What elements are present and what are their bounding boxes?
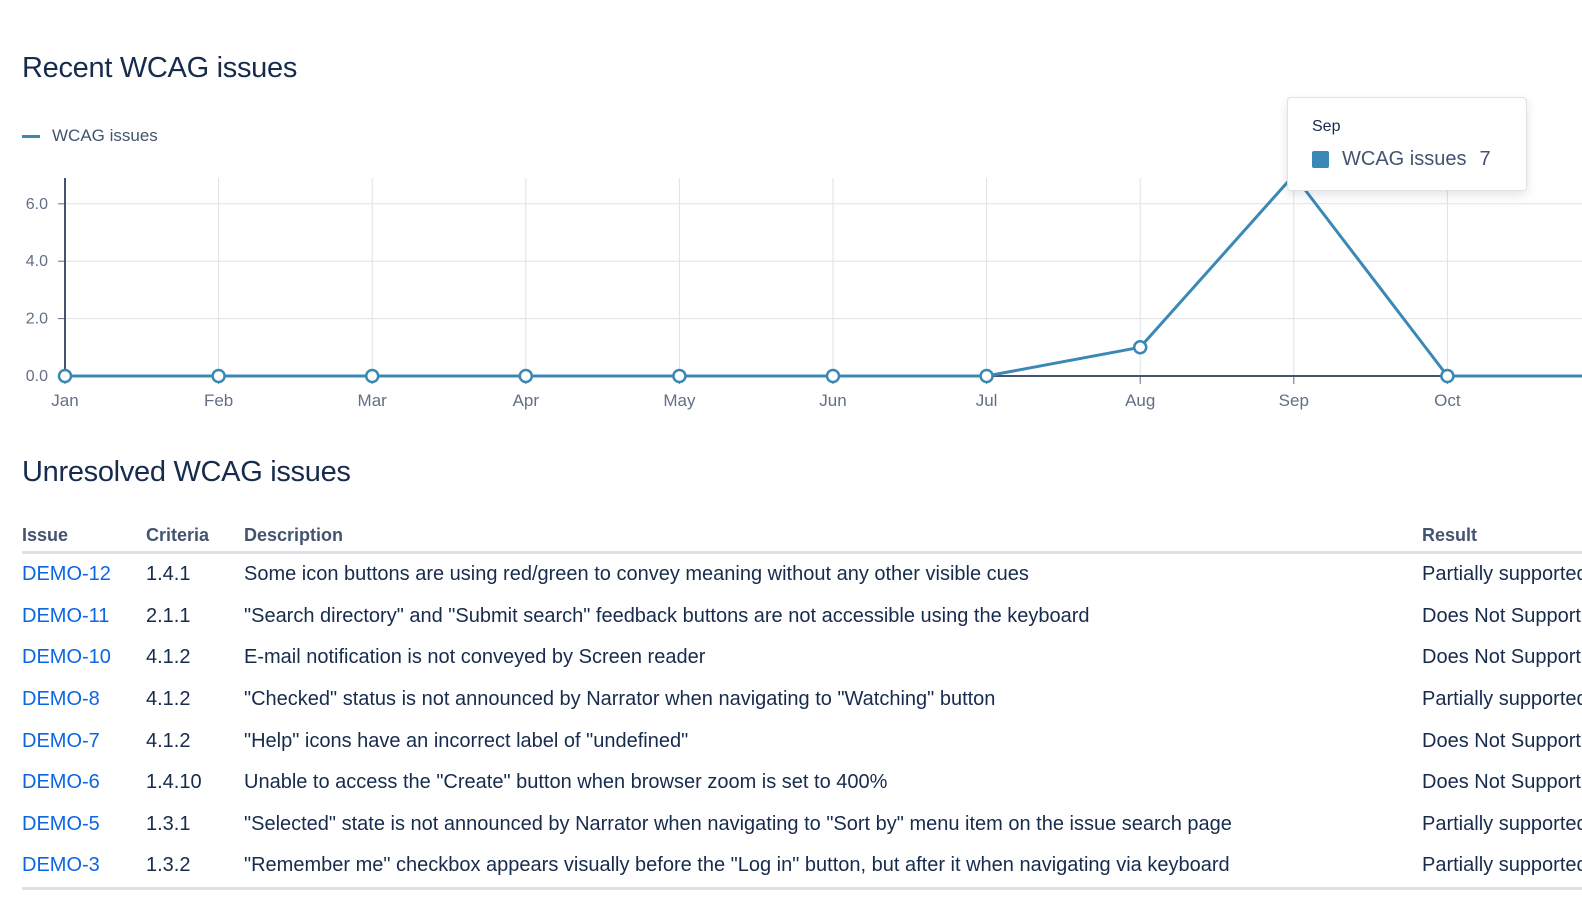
issue-link[interactable]: DEMO-8 — [22, 688, 100, 711]
issue-link[interactable]: DEMO-3 — [22, 854, 100, 877]
result-cell: Does Not Support — [1422, 604, 1581, 627]
chart-legend[interactable]: WCAG issues — [22, 126, 158, 146]
criteria-cell: 1.4.10 — [146, 771, 202, 794]
description-cell: "Selected" state is not announced by Nar… — [244, 812, 1232, 835]
tooltip-series-swatch — [1312, 151, 1329, 168]
column-header-result[interactable]: Result — [1422, 519, 1582, 554]
data-point — [672, 368, 687, 384]
criteria-cell: 1.3.1 — [146, 812, 191, 835]
table-row: DEMO-7 4.1.2 "Help" icons have an incorrec… — [22, 720, 1582, 762]
criteria-cell: 1.3.2 — [146, 845, 244, 890]
x-tick-label: Jan — [51, 391, 78, 410]
issue-cell[interactable]: DEMO-8 — [22, 679, 146, 721]
table-row: DEMO-10 4.1.2 E-mail notification is not c… — [22, 637, 1582, 679]
data-point — [57, 368, 73, 384]
column-header-description[interactable]: Description — [244, 519, 1422, 554]
y-tick-label: 0.0 — [26, 368, 48, 385]
wcag-issues-line-chart: 0.0 2.0 4.0 6.0 Jan Feb Mar Apr May Jun Jul Aug Sep O… — [26, 173, 1582, 410]
description-cell: Some icon buttons are using red/green to… — [244, 563, 1029, 586]
unresolved-issues-table: Issue Criteria Description Result DEMO-1… — [22, 519, 1582, 890]
x-tick-label: Jul — [976, 391, 998, 410]
column-header-issue[interactable]: Issue — [22, 519, 146, 554]
data-point — [1132, 340, 1148, 355]
issue-cell[interactable]: DEMO-7 — [22, 720, 146, 762]
description-cell: "Remember me" checkbox appears visually … — [244, 845, 1422, 890]
description-cell: "Checked" status is not announced by Nar… — [244, 688, 996, 711]
issue-cell[interactable]: DEMO-10 — [22, 637, 146, 679]
issue-cell[interactable]: DEMO-3 — [22, 845, 146, 890]
data-point — [825, 368, 841, 384]
table-row: DEMO-3 1.3.2 "Remember me" checkbox appear… — [22, 845, 1582, 890]
series-line — [65, 173, 1582, 378]
description-cell: "Help" icons have an incorrect label of … — [244, 729, 689, 752]
table-row: DEMO-5 1.3.1 "Selected" state is not annou… — [22, 804, 1582, 846]
table-header-row: Issue Criteria Description Result — [22, 519, 1582, 554]
description-cell: Unable to access the "Create" button whe… — [244, 771, 888, 794]
table-row: DEMO-12 1.4.1 Some icon buttons are using … — [22, 553, 1582, 596]
x-tick-label: Apr — [513, 391, 540, 410]
result-cell: Does Not Support — [1422, 771, 1581, 794]
x-tick-label: Feb — [204, 391, 233, 410]
unresolved-issues-title: Unresolved WCAG issues — [22, 456, 351, 488]
tooltip-series-name: WCAG issues — [1342, 148, 1467, 170]
table-row: DEMO-6 1.4.10 Unable to access the "Create… — [22, 762, 1582, 804]
x-tick-label: Oct — [1434, 391, 1461, 410]
x-tick-label: Aug — [1125, 391, 1155, 410]
x-tick-label: Jun — [819, 391, 846, 410]
criteria-cell: 4.1.2 — [146, 729, 191, 752]
x-tick-label: Mar — [358, 391, 388, 410]
recent-issues-title: Recent WCAG issues — [22, 52, 298, 84]
y-tick-label: 2.0 — [26, 311, 48, 328]
description-cell: E-mail notification is not conveyed by S… — [244, 646, 706, 669]
issue-cell[interactable]: DEMO-6 — [22, 762, 146, 804]
issue-link[interactable]: DEMO-5 — [22, 812, 100, 835]
y-tick-label: 6.0 — [26, 196, 48, 213]
table-row: DEMO-11 2.1.1 "Search directory" and "Subm… — [22, 596, 1582, 638]
result-cell: Partially supported — [1422, 845, 1582, 890]
chart-tooltip: Sep WCAG issues 7 — [1287, 97, 1527, 191]
data-point — [364, 368, 380, 384]
legend-label: WCAG issues — [52, 126, 158, 145]
issue-link[interactable]: DEMO-6 — [22, 771, 100, 794]
table-row: DEMO-8 4.1.2 "Checked" status is not annou… — [22, 679, 1582, 721]
description-cell: "Search directory" and "Submit search" f… — [244, 604, 1090, 627]
issue-link[interactable]: DEMO-7 — [22, 729, 100, 752]
data-point — [1440, 368, 1455, 384]
issue-link[interactable]: DEMO-11 — [22, 604, 110, 627]
issue-link[interactable]: DEMO-12 — [22, 563, 111, 586]
tooltip-row: WCAG issues 7 — [1312, 148, 1491, 171]
result-cell: Partially supported — [1422, 563, 1582, 586]
issue-link[interactable]: DEMO-10 — [22, 646, 111, 669]
result-cell: Does Not Support — [1422, 646, 1581, 669]
issue-cell[interactable]: DEMO-12 — [22, 553, 146, 596]
result-cell: Partially supported — [1422, 688, 1582, 711]
data-point — [979, 368, 994, 384]
x-tick-label: Sep — [1279, 391, 1309, 410]
issue-cell[interactable]: DEMO-11 — [22, 596, 146, 638]
data-point — [211, 368, 226, 384]
x-tick-label: May — [663, 391, 696, 410]
criteria-cell: 1.4.1 — [146, 563, 191, 586]
legend-line-swatch — [22, 134, 40, 138]
result-cell: Partially supported — [1422, 812, 1582, 835]
tooltip-value: 7 — [1479, 148, 1491, 170]
criteria-cell: 2.1.1 — [146, 604, 191, 627]
issue-cell[interactable]: DEMO-5 — [22, 804, 146, 846]
result-cell: Does Not Support — [1422, 729, 1581, 752]
tooltip-month: Sep — [1312, 118, 1341, 135]
criteria-cell: 4.1.2 — [146, 646, 191, 669]
criteria-cell: 4.1.2 — [146, 688, 191, 711]
data-point — [518, 368, 534, 384]
column-header-criteria[interactable]: Criteria — [146, 519, 244, 554]
y-tick-label: 4.0 — [26, 253, 48, 270]
